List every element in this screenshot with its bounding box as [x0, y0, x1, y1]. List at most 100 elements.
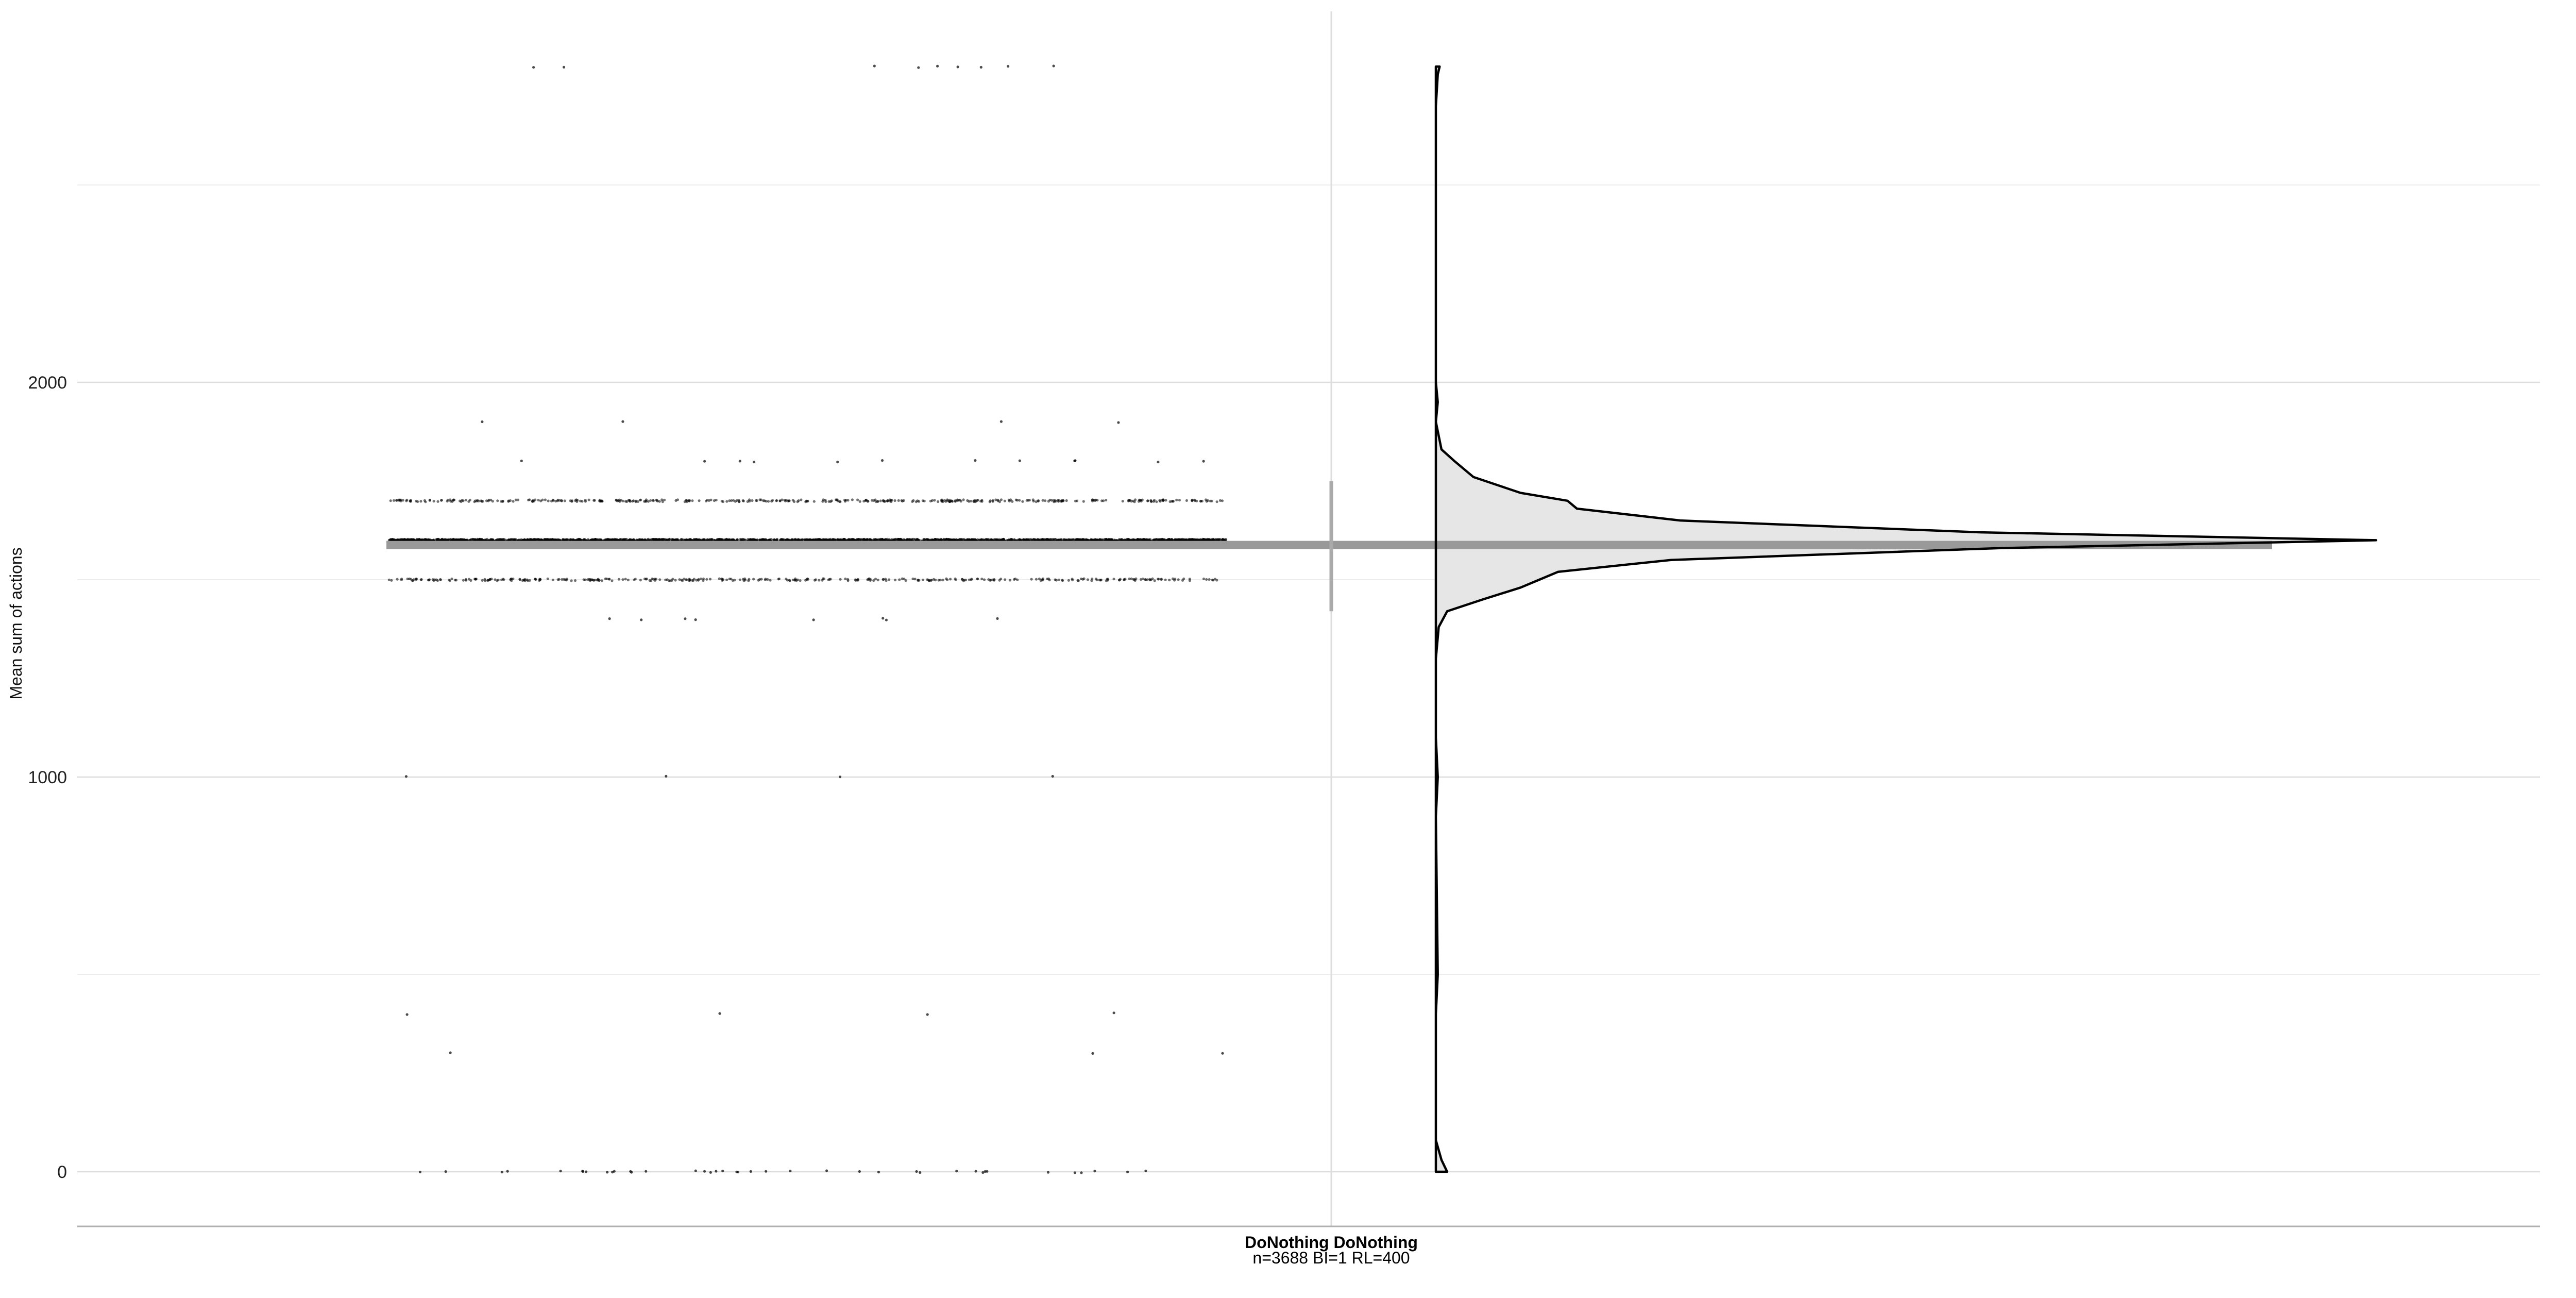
- data-point: [800, 498, 803, 501]
- x-category-subtitle: n=3688 BI=1 RL=400: [1252, 1249, 1410, 1267]
- data-point: [1106, 578, 1109, 581]
- data-point: [801, 538, 804, 541]
- data-point: [1166, 538, 1169, 542]
- data-point: [1003, 499, 1006, 502]
- data-point: [738, 578, 741, 581]
- data-point: [1221, 1052, 1224, 1055]
- data-point: [1195, 499, 1198, 502]
- data-point: [710, 537, 713, 541]
- data-point: [886, 499, 889, 502]
- y-tick-label: 0: [57, 1162, 67, 1182]
- data-point: [492, 538, 495, 541]
- data-point: [1157, 578, 1160, 581]
- data-point: [968, 578, 971, 581]
- data-point: [592, 499, 596, 502]
- data-point: [970, 578, 973, 581]
- data-point: [613, 1170, 616, 1173]
- data-point: [825, 538, 828, 542]
- data-point: [771, 499, 774, 502]
- data-point: [474, 578, 477, 581]
- x-category-label: DoNothing DoNothing: [1245, 1233, 1418, 1252]
- data-point: [1080, 1171, 1083, 1174]
- data-point: [898, 578, 901, 581]
- data-point: [405, 498, 409, 501]
- y-axis-ticks: 0 1000 2000: [28, 373, 67, 1182]
- data-point: [880, 459, 884, 462]
- data-point: [426, 538, 429, 541]
- data-point: [786, 538, 789, 541]
- data-point: [1158, 538, 1162, 542]
- data-point: [721, 1169, 724, 1173]
- data-point: [812, 618, 815, 621]
- data-point: [389, 499, 392, 502]
- data-point: [557, 578, 561, 581]
- data-point: [688, 578, 691, 581]
- data-point: [520, 459, 523, 463]
- data-point: [1199, 500, 1202, 503]
- data-point: [1221, 499, 1224, 502]
- data-point: [862, 500, 866, 503]
- data-point: [999, 498, 1003, 501]
- data-point: [1208, 538, 1211, 541]
- data-point: [721, 579, 724, 582]
- data-point: [481, 579, 484, 582]
- data-point: [462, 499, 465, 502]
- data-point: [1082, 577, 1086, 580]
- data-point: [428, 499, 431, 502]
- data-point: [752, 578, 755, 581]
- data-point: [1139, 578, 1143, 581]
- data-point: [974, 500, 977, 503]
- data-point: [1041, 499, 1044, 502]
- data-point: [537, 498, 540, 502]
- data-point: [697, 578, 700, 581]
- data-point: [902, 499, 905, 502]
- data-point: [708, 578, 712, 581]
- data-point: [401, 499, 404, 502]
- data-point: [502, 578, 505, 581]
- data-point: [785, 499, 788, 502]
- data-point: [687, 499, 690, 502]
- data-point: [477, 538, 480, 541]
- data-point: [547, 499, 550, 502]
- data-point: [427, 579, 430, 582]
- data-point: [954, 578, 957, 581]
- data-point: [998, 579, 1001, 582]
- data-point: [1181, 537, 1184, 541]
- data-point: [799, 579, 802, 582]
- data-point: [918, 500, 921, 503]
- data-point: [1035, 578, 1038, 581]
- data-point: [477, 499, 480, 503]
- data-point: [510, 538, 513, 542]
- data-point: [822, 577, 825, 580]
- data-point: [1160, 578, 1163, 581]
- y-tick-label: 2000: [28, 373, 67, 393]
- data-point: [984, 1170, 987, 1173]
- data-point: [611, 538, 614, 541]
- data-point: [1215, 579, 1218, 582]
- data-point: [617, 499, 620, 502]
- data-point: [1160, 499, 1163, 502]
- data-point: [416, 500, 419, 503]
- data-point: [748, 500, 751, 503]
- data-point: [791, 499, 794, 502]
- data-point: [683, 538, 686, 542]
- data-point: [467, 578, 471, 581]
- data-point: [718, 577, 721, 580]
- data-point: [838, 776, 842, 779]
- data-point: [1067, 579, 1070, 582]
- data-point: [1144, 578, 1147, 581]
- data-point: [907, 538, 910, 541]
- data-point: [600, 579, 603, 582]
- data-point: [783, 499, 786, 502]
- data-point: [926, 538, 929, 541]
- data-point: [396, 578, 399, 581]
- data-point: [594, 579, 597, 582]
- data-point: [490, 578, 493, 581]
- data-point: [736, 1171, 740, 1174]
- data-point: [540, 538, 543, 542]
- data-point: [758, 498, 761, 501]
- data-point: [1182, 577, 1185, 580]
- data-point: [765, 1170, 768, 1173]
- data-point: [1112, 538, 1116, 542]
- data-point: [1188, 579, 1191, 582]
